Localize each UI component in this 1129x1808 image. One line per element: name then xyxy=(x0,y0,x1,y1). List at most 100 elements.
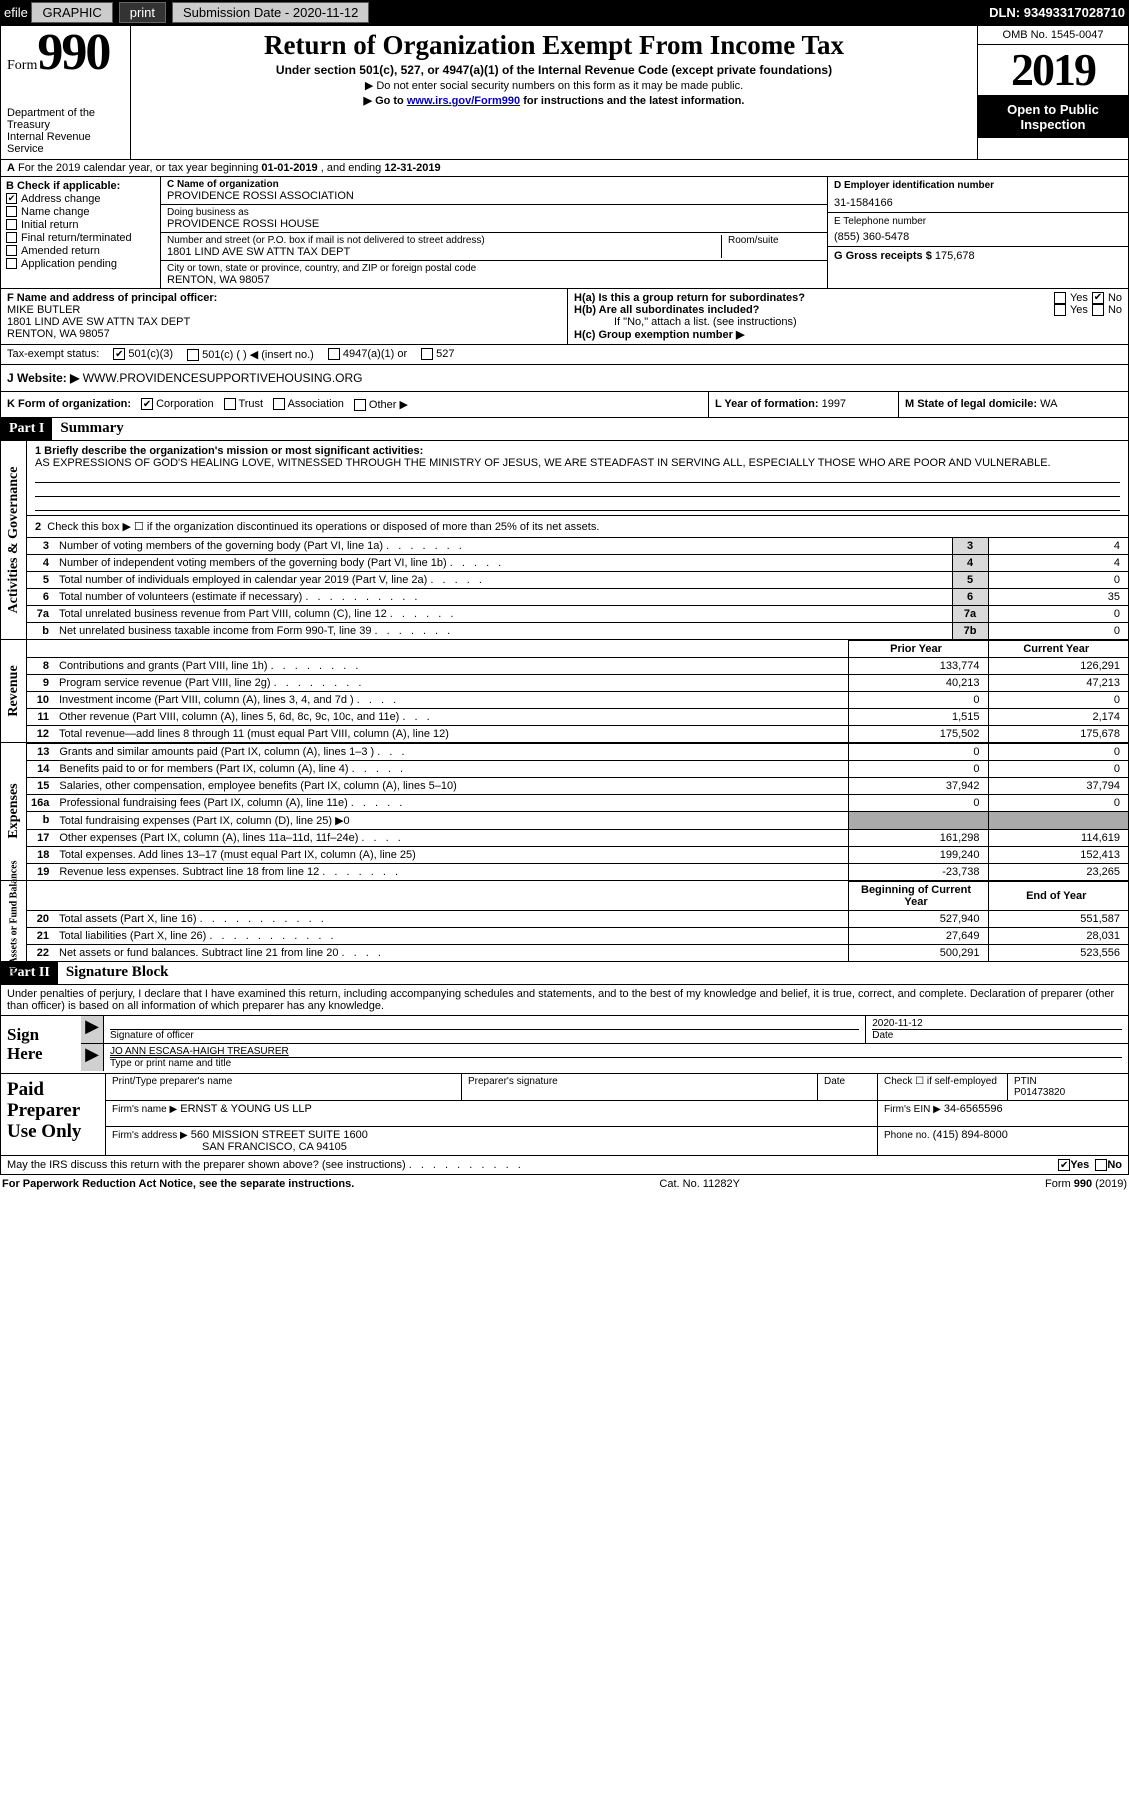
row-tax-status: Tax-exempt status: 501(c)(3) 501(c) ( ) … xyxy=(0,345,1129,365)
gross-label: G Gross receipts $ xyxy=(834,250,932,262)
city-value: RENTON, WA 98057 xyxy=(167,274,821,286)
officer-signed-name: JO ANN ESCASA-HAIGH TREASURER xyxy=(110,1046,1122,1057)
discuss-no-checkbox[interactable] xyxy=(1095,1159,1107,1171)
page-footer: For Paperwork Reduction Act Notice, see … xyxy=(0,1175,1129,1193)
section-activities-governance: Activities & Governance 1 Briefly descri… xyxy=(0,441,1129,640)
k-opt-other: Other ▶ xyxy=(369,399,408,411)
table-row: bTotal fundraising expenses (Part IX, co… xyxy=(27,811,1128,829)
yes-label: Yes xyxy=(1070,304,1088,316)
tax-year-end: 12-31-2019 xyxy=(384,162,440,174)
table-row: 14Benefits paid to or for members (Part … xyxy=(27,760,1128,777)
check-initial-return[interactable]: Initial return xyxy=(6,219,155,231)
k-opt-assoc: Association xyxy=(288,398,344,410)
top-bar: efile GRAPHIC print Submission Date - 20… xyxy=(0,0,1129,25)
table-row: 18Total expenses. Add lines 13–17 (must … xyxy=(27,846,1128,863)
irs-link[interactable]: www.irs.gov/Form990 xyxy=(407,95,520,107)
firm-name-label: Firm's name ▶ xyxy=(112,1104,177,1115)
gross-value: 175,678 xyxy=(935,250,975,262)
vtab-net: Net Assets or Fund Balances xyxy=(8,861,19,982)
check-final-return[interactable]: Final return/terminated xyxy=(6,232,155,244)
k-trust-checkbox[interactable] xyxy=(224,398,236,410)
status-501c3-checkbox[interactable] xyxy=(113,348,125,360)
city-label: City or town, state or province, country… xyxy=(167,263,821,274)
m-value: WA xyxy=(1040,398,1057,410)
revenue-table: Prior YearCurrent Year 8Contributions an… xyxy=(27,640,1128,742)
table-row: 15Salaries, other compensation, employee… xyxy=(27,777,1128,794)
ha-no-checkbox[interactable] xyxy=(1092,292,1104,304)
status-opt3: 4947(a)(1) or xyxy=(343,348,407,360)
firm-addr2: SAN FRANCISCO, CA 94105 xyxy=(112,1141,871,1153)
table-row: 12Total revenue—add lines 8 through 11 (… xyxy=(27,725,1128,742)
hb-yes-checkbox[interactable] xyxy=(1054,304,1066,316)
tax-year-begin: 01-01-2019 xyxy=(261,162,317,174)
section-net-assets: Net Assets or Fund Balances Beginning of… xyxy=(0,881,1129,962)
table-row: 17Other expenses (Part IX, column (A), l… xyxy=(27,829,1128,846)
phone-label: E Telephone number xyxy=(834,216,1122,227)
date-label: Date xyxy=(872,1029,1122,1041)
ptin-cell: PTIN P01473820 xyxy=(1008,1074,1128,1100)
check-address-change[interactable]: Address change xyxy=(6,193,155,205)
org-name-label: C Name of organization xyxy=(167,179,821,190)
dba-label: Doing business as xyxy=(167,207,821,218)
k-assoc-checkbox[interactable] xyxy=(273,398,285,410)
open-to-public: Open to Public Inspection xyxy=(978,96,1128,138)
status-opt4: 527 xyxy=(436,348,454,360)
dept-treasury: Department of the Treasury xyxy=(7,107,124,131)
section-revenue: Revenue Prior YearCurrent Year 8Contribu… xyxy=(0,640,1129,743)
row-klm: K Form of organization: Corporation Trus… xyxy=(0,392,1129,418)
firm-phone-label: Phone no. xyxy=(884,1130,930,1141)
inspect-line2: Inspection xyxy=(980,117,1126,132)
dba-value: PROVIDENCE ROSSI HOUSE xyxy=(167,218,821,230)
end-year-header: End of Year xyxy=(988,881,1128,910)
ptin-value: P01473820 xyxy=(1014,1087,1122,1098)
table-row: 20Total assets (Part X, line 16) . . . .… xyxy=(27,910,1128,927)
preparer-name-label: Print/Type preparer's name xyxy=(106,1074,462,1100)
status-501c-checkbox[interactable] xyxy=(187,349,199,361)
paid-preparer-block: Paid Preparer Use Only Print/Type prepar… xyxy=(0,1074,1129,1156)
part1-num: Part I xyxy=(1,418,52,440)
footer-left: For Paperwork Reduction Act Notice, see … xyxy=(2,1178,354,1190)
table-header-row: Prior YearCurrent Year xyxy=(27,640,1128,657)
k-corp-checkbox[interactable] xyxy=(141,398,153,410)
form-header: Form990 Department of the Treasury Inter… xyxy=(0,25,1129,160)
section-bcdeg: B Check if applicable: Address change Na… xyxy=(0,177,1129,289)
submission-date: 2020-11-12 xyxy=(293,5,359,20)
table-row: 8Contributions and grants (Part VIII, li… xyxy=(27,657,1128,674)
checkbox-icon xyxy=(6,219,17,230)
officer-label: F Name and address of principal officer: xyxy=(7,292,561,304)
print-button[interactable]: print xyxy=(119,2,166,23)
status-527-checkbox[interactable] xyxy=(421,348,433,360)
row-website: J Website: ▶ WWW.PROVIDENCESUPPORTIVEHOU… xyxy=(0,365,1129,392)
table-row: 10Investment income (Part VIII, column (… xyxy=(27,691,1128,708)
ha-yes-checkbox[interactable] xyxy=(1054,292,1066,304)
check-application-pending[interactable]: Application pending xyxy=(6,258,155,270)
table-row: 7aTotal unrelated business revenue from … xyxy=(27,605,1128,622)
line2-text: Check this box ▶ ☐ if the organization d… xyxy=(47,521,599,533)
table-row: 11Other revenue (Part VIII, column (A), … xyxy=(27,708,1128,725)
firm-addr-label: Firm's address ▶ xyxy=(112,1130,188,1141)
line1-mission: AS EXPRESSIONS OF GOD'S HEALING LOVE, WI… xyxy=(35,457,1120,469)
row-a-letter: A xyxy=(7,162,15,174)
status-4947-checkbox[interactable] xyxy=(328,348,340,360)
checkbox-icon xyxy=(6,193,17,204)
form-number: 990 xyxy=(37,24,109,81)
sign-here-label: Sign Here xyxy=(1,1016,81,1073)
status-opt2: 501(c) ( ) ◀ (insert no.) xyxy=(202,349,314,361)
table-row: 5Total number of individuals employed in… xyxy=(27,571,1128,588)
hc-label: H(c) Group exemption number ▶ xyxy=(574,328,1122,341)
hb-no-checkbox[interactable] xyxy=(1092,304,1104,316)
part1-title: Summary xyxy=(60,420,123,437)
check-amended[interactable]: Amended return xyxy=(6,245,155,257)
dln-label: DLN: xyxy=(989,5,1020,20)
net-table: Beginning of Current YearEnd of Year 20T… xyxy=(27,881,1128,961)
submission-pill: Submission Date - 2020-11-12 xyxy=(172,2,369,23)
officer-name: MIKE BUTLER xyxy=(7,304,561,316)
no-label: No xyxy=(1107,1159,1122,1171)
table-row: 3Number of voting members of the governi… xyxy=(27,537,1128,554)
k-other-checkbox[interactable] xyxy=(354,399,366,411)
graphic-button[interactable]: GRAPHIC xyxy=(31,2,112,23)
discuss-yes-checkbox[interactable] xyxy=(1058,1159,1070,1171)
footer-right: Form 990 (2019) xyxy=(1045,1178,1127,1190)
table-row: 22Net assets or fund balances. Subtract … xyxy=(27,944,1128,961)
check-name-change[interactable]: Name change xyxy=(6,206,155,218)
